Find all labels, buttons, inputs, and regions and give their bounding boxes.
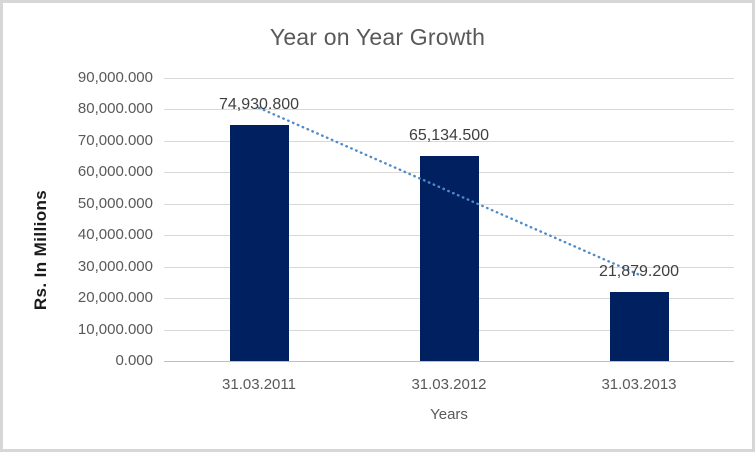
gridline [164, 361, 734, 362]
y-axis-tick-label: 30,000.000 [77, 258, 153, 275]
data-label: 65,134.500 [408, 127, 490, 144]
y-axis-tick-label: 20,000.000 [77, 289, 153, 306]
x-axis-tick-label: 31.03.2011 [222, 376, 296, 393]
bar-31.03.2011 [230, 125, 289, 361]
chart-title: Year on Year Growth [269, 24, 486, 50]
bar-31.03.2013 [610, 292, 669, 361]
x-axis-title: Years [430, 406, 468, 423]
gridline [164, 78, 734, 79]
x-axis-tick-label: 31.03.2013 [601, 376, 677, 393]
y-axis-tick-label: 60,000.000 [77, 163, 153, 180]
y-axis-tick-label: 10,000.000 [77, 321, 153, 338]
y-axis-tick-label: 70,000.000 [77, 132, 153, 149]
data-label: 21,879.200 [598, 263, 680, 280]
y-axis-tick-label: 80,000.000 [77, 100, 153, 117]
y-axis-tick-label: 90,000.000 [77, 69, 153, 86]
y-axis-tick-label: 50,000.000 [77, 195, 153, 212]
y-axis-tick-label: 40,000.000 [77, 226, 153, 243]
data-label: 74,930.800 [218, 96, 300, 113]
y-axis-tick-label: 0.000 [115, 352, 153, 369]
x-axis-tick-label: 31.03.2012 [411, 376, 487, 393]
bar-31.03.2012 [420, 156, 479, 361]
